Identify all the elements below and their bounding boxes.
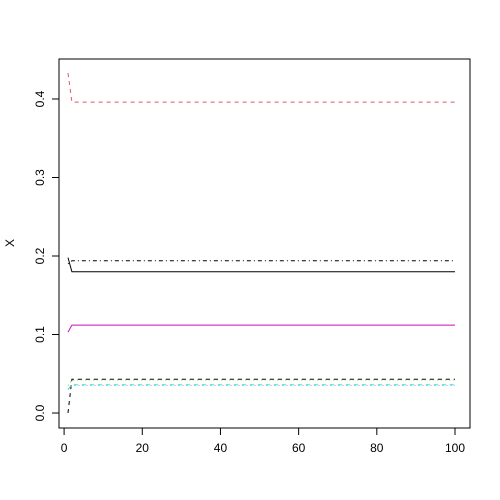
x-tick-label-3: 60 <box>292 441 306 455</box>
x-tick-label-2: 40 <box>214 441 228 455</box>
series-line-3 <box>67 257 455 273</box>
plot-area-frame <box>58 58 471 429</box>
series-line-4 <box>67 324 455 333</box>
series-line-1 <box>67 73 455 103</box>
x-axis: 0 20 40 60 80 100 <box>61 427 465 455</box>
y-tick-label-4: 0.4 <box>33 90 47 107</box>
y-tick-label-1: 0.1 <box>33 326 47 343</box>
x-tick-label-0: 0 <box>61 441 68 455</box>
series-layer <box>67 73 455 414</box>
y-axis: 0.0 0.1 0.2 0.3 0.4 <box>33 90 60 421</box>
x-tick-label-5: 100 <box>445 441 465 455</box>
y-axis-label: X <box>3 239 17 247</box>
series-line-5 <box>67 378 455 414</box>
y-tick-label-3: 0.3 <box>33 169 47 186</box>
x-tick-label-4: 80 <box>370 441 384 455</box>
y-tick-label-2: 0.2 <box>33 247 47 264</box>
x-tick-label-1: 20 <box>136 441 150 455</box>
series-line-2 <box>67 260 455 265</box>
series-line-7 <box>67 384 455 390</box>
y-tick-label-0: 0.0 <box>33 404 47 421</box>
series-line-8 <box>67 385 455 390</box>
